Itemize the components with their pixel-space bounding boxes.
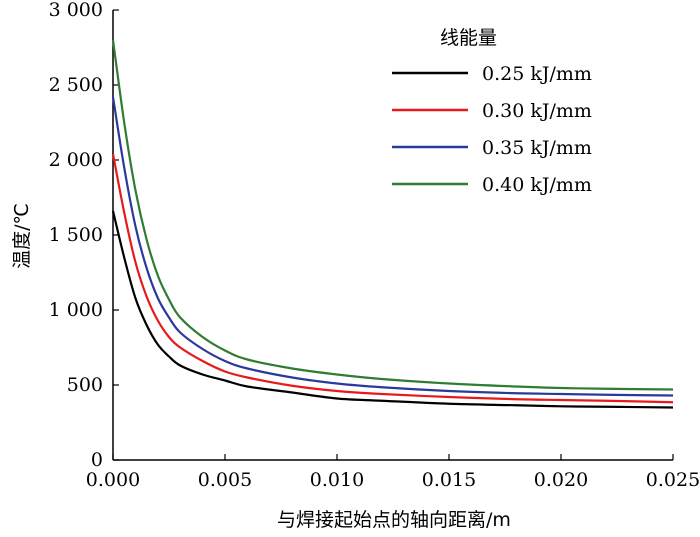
- legend-label-2: 0.30 kJ/mm: [482, 100, 592, 122]
- legend: 线能量 0.25 kJ/mm 0.30 kJ/mm 0.35 kJ/mm 0.40 k…: [392, 27, 592, 196]
- y-axis-title: 温度/℃: [11, 203, 33, 269]
- series-lines: [111, 39, 674, 409]
- y-tick-label: 3 000: [49, 0, 103, 21]
- series-line-4: [111, 39, 674, 391]
- x-tick-label: 0.015: [422, 469, 476, 491]
- legend-label-3: 0.35 kJ/mm: [482, 137, 592, 159]
- legend-title: 线能量: [440, 27, 497, 49]
- x-tick-label: 0.010: [310, 469, 364, 491]
- series-line-2: [111, 153, 674, 404]
- x-tick-label: 0.020: [534, 469, 588, 491]
- x-tick-label: 0.000: [86, 469, 140, 491]
- y-tick-label: 2 500: [49, 74, 103, 96]
- y-tick-label: 0: [91, 449, 103, 471]
- y-tick-label: 500: [67, 374, 103, 396]
- x-axis-title: 与焊接起始点的轴向距离/m: [277, 509, 511, 531]
- series-line-3: [111, 96, 674, 397]
- legend-label-1: 0.25 kJ/mm: [482, 63, 592, 85]
- series-line-1: [111, 210, 674, 409]
- x-axis-ticks: 0.000 0.005 0.010 0.015 0.020 0.025: [86, 454, 700, 491]
- y-axis-ticks: 0 500 1 000 1 500 2 000 2 500 3 000: [49, 0, 119, 471]
- y-tick-label: 2 000: [49, 149, 103, 171]
- y-tick-label: 1 500: [49, 224, 103, 246]
- x-tick-label: 0.025: [646, 469, 700, 491]
- y-tick-label: 1 000: [49, 299, 103, 321]
- legend-label-4: 0.40 kJ/mm: [482, 174, 592, 196]
- x-tick-label: 0.005: [198, 469, 252, 491]
